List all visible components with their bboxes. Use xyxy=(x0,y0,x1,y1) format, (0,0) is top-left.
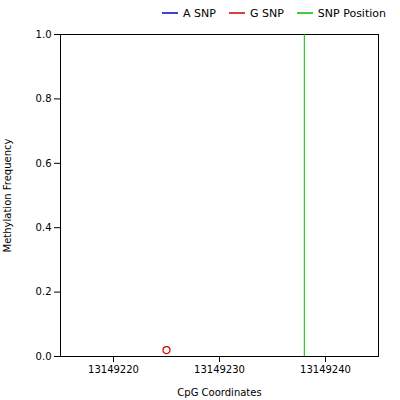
svg-text:13149240: 13149240 xyxy=(300,364,351,375)
svg-text:13149230: 13149230 xyxy=(194,364,245,375)
svg-text:13149220: 13149220 xyxy=(88,364,139,375)
svg-text:Methylation Frequency: Methylation Frequency xyxy=(2,138,13,252)
svg-text:CpG Coordinates: CpG Coordinates xyxy=(177,387,261,398)
html-text:G SNP: G SNP xyxy=(250,6,284,20)
svg-text:1.0: 1.0 xyxy=(36,29,52,40)
html-text:A SNP: A SNP xyxy=(183,6,216,20)
svg-text:0.4: 0.4 xyxy=(36,222,52,233)
svg-text:0.2: 0.2 xyxy=(36,286,52,297)
html-text:SNP Position: SNP Position xyxy=(317,6,386,20)
svg-text:0.8: 0.8 xyxy=(36,93,52,104)
svg-text:0.6: 0.6 xyxy=(36,158,52,169)
svg-text:0.0: 0.0 xyxy=(36,351,52,362)
